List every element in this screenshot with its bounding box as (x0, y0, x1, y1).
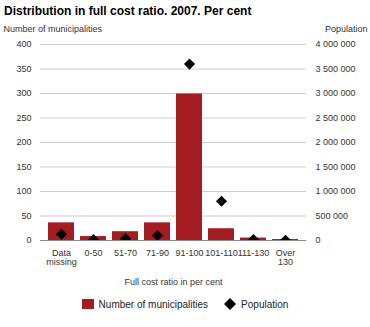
svg-text:150: 150 (16, 162, 31, 172)
svg-text:0-50: 0-50 (84, 248, 102, 258)
svg-text:350: 350 (16, 64, 31, 74)
svg-text:3 500 000: 3 500 000 (316, 64, 356, 74)
svg-text:200: 200 (16, 137, 31, 147)
svg-text:101-110: 101-110 (205, 248, 237, 258)
svg-text:2 500 000: 2 500 000 (316, 113, 356, 123)
svg-text:91-100: 91-100 (175, 248, 203, 258)
svg-text:50: 50 (21, 211, 31, 221)
svg-text:0: 0 (26, 235, 31, 245)
svg-text:4 000 000: 4 000 000 (316, 39, 356, 49)
html-text:Number of municipalities: Number of municipalities (98, 298, 209, 310)
svg-text:51-70: 51-70 (114, 248, 137, 258)
svg-text:0: 0 (316, 235, 321, 245)
svg-text:1 500 000: 1 500 000 (316, 162, 356, 172)
svg-text:400: 400 (16, 39, 31, 49)
svg-text:2 000 000: 2 000 000 (316, 137, 356, 147)
svg-text:3 000 000: 3 000 000 (316, 88, 356, 98)
svg-text:250: 250 (16, 113, 31, 123)
svg-text:1 000 000: 1 000 000 (316, 186, 356, 196)
svg-text:100: 100 (16, 186, 31, 196)
svg-text:500 000: 500 000 (316, 211, 349, 221)
svg-text:111-130: 111-130 (238, 248, 270, 258)
svg-text:300: 300 (16, 88, 31, 98)
html-text:Population: Population (241, 298, 289, 310)
svg-text:Number of municipalities: Number of municipalities (4, 24, 103, 34)
html-text:Distribution in full cost rati: Distribution in full cost ratio. 2007. P… (4, 4, 252, 18)
svg-text:Population: Population (325, 24, 368, 34)
svg-text:Datamissing: Datamissing (46, 248, 77, 267)
svg-text:71-90: 71-90 (146, 248, 169, 258)
svg-text:Full cost ratio in per cent: Full cost ratio in per cent (124, 277, 223, 287)
svg-text:Over130: Over130 (276, 248, 296, 267)
